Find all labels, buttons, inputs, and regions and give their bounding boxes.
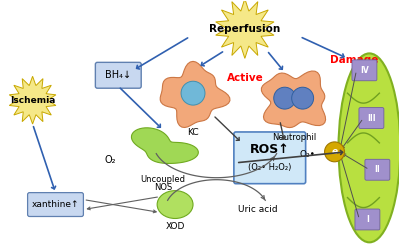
Ellipse shape — [338, 54, 400, 242]
FancyBboxPatch shape — [359, 108, 384, 128]
Text: Damage: Damage — [330, 55, 379, 65]
Ellipse shape — [157, 191, 193, 218]
Text: O₂•: O₂• — [300, 150, 316, 159]
Text: NOS: NOS — [154, 183, 172, 192]
Text: BH₄↓: BH₄↓ — [105, 70, 131, 80]
Text: O₂: O₂ — [104, 155, 116, 165]
Text: IV: IV — [360, 66, 369, 75]
Text: Neutrophil: Neutrophil — [272, 134, 317, 142]
FancyBboxPatch shape — [95, 62, 141, 88]
Circle shape — [274, 87, 296, 109]
Text: Reperfusion: Reperfusion — [209, 24, 280, 34]
Polygon shape — [9, 76, 56, 124]
Text: XOD: XOD — [165, 222, 185, 231]
FancyBboxPatch shape — [365, 159, 390, 180]
Text: Ischemia: Ischemia — [10, 96, 55, 105]
FancyBboxPatch shape — [28, 192, 84, 216]
Polygon shape — [160, 61, 230, 128]
FancyBboxPatch shape — [352, 60, 377, 81]
Text: I: I — [366, 215, 369, 224]
Text: III: III — [367, 114, 376, 122]
Text: e: e — [332, 147, 338, 156]
Polygon shape — [132, 128, 198, 164]
Polygon shape — [216, 0, 274, 58]
Circle shape — [324, 142, 344, 162]
Circle shape — [181, 81, 205, 105]
Text: Uric acid: Uric acid — [238, 205, 278, 214]
Text: xanthine↑: xanthine↑ — [32, 200, 79, 209]
Text: II: II — [374, 165, 380, 174]
FancyBboxPatch shape — [234, 132, 306, 184]
Text: ROS↑: ROS↑ — [250, 143, 290, 156]
FancyBboxPatch shape — [355, 209, 380, 230]
Text: (O₂• H₂O₂): (O₂• H₂O₂) — [248, 163, 292, 172]
Text: Active: Active — [226, 73, 263, 83]
Text: Uncoupled: Uncoupled — [141, 175, 186, 184]
Text: KC: KC — [187, 128, 199, 138]
Polygon shape — [262, 71, 326, 128]
Circle shape — [292, 87, 314, 109]
